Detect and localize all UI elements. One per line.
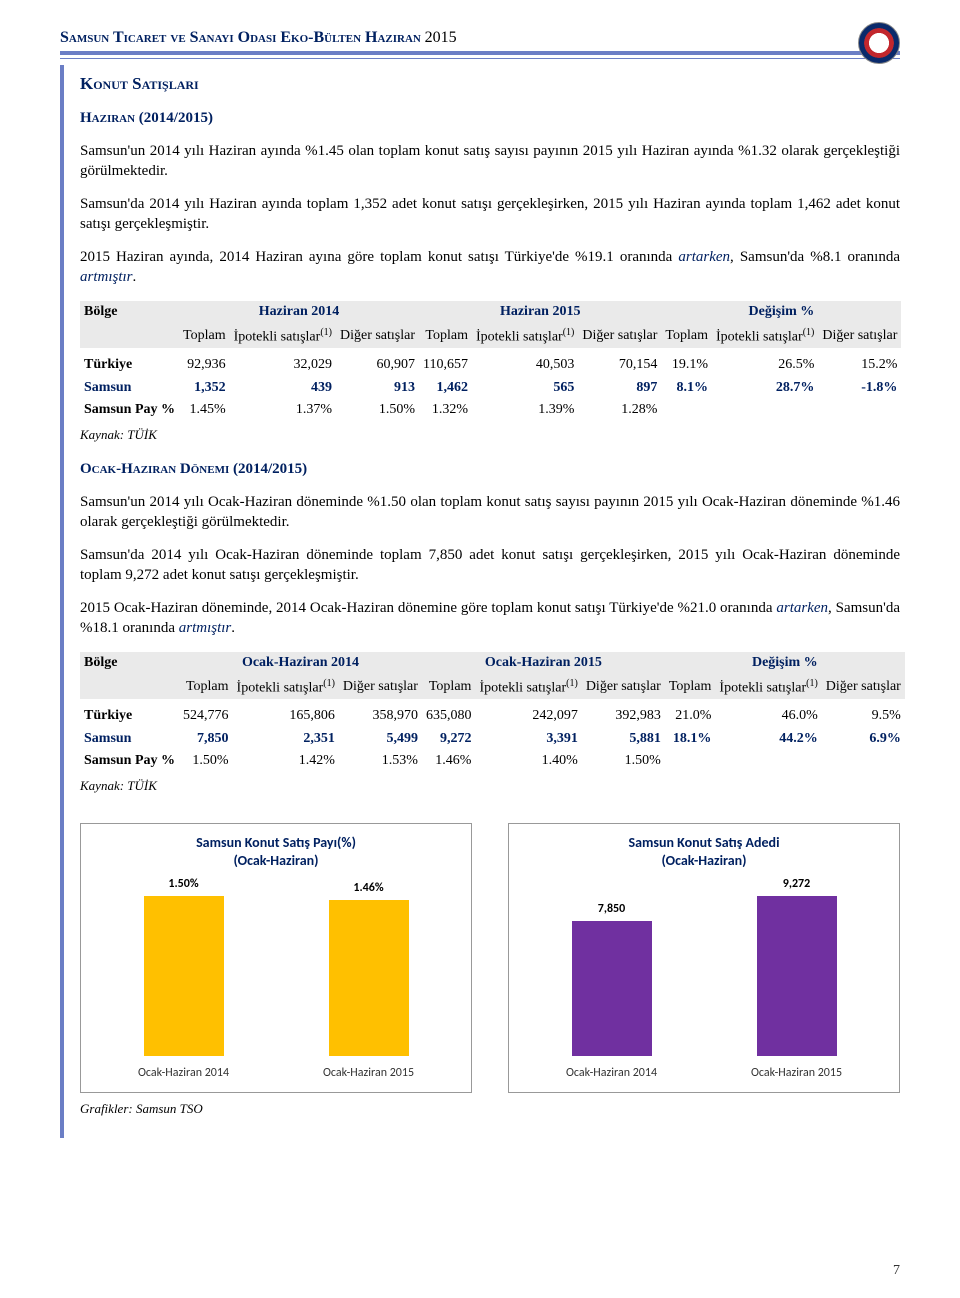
chart-adedi: Samsun Konut Satış Adedi(Ocak-Haziran) 7…: [508, 823, 900, 1093]
sub2-paragraph-3: 2015 Ocak-Haziran döneminde, 2014 Ocak-H…: [80, 599, 900, 638]
table-row: Samsun Pay %1.45%1.37%1.50%1.32%1.39%1.2…: [80, 399, 901, 421]
chart-bar-group: 1.50%: [91, 877, 276, 1057]
header-title: Samsun Ticaret ve Sanayi Odasi Eko-Bülte…: [60, 29, 421, 46]
subsection-1-heading: Haziran (2014/2015): [80, 109, 900, 129]
table-row: Samsun Pay %1.50%1.42%1.53%1.46%1.40%1.5…: [80, 750, 905, 772]
chart-pay: Samsun Konut Satış Payı(%)(Ocak-Haziran)…: [80, 823, 472, 1093]
header-year: 2015: [425, 29, 457, 46]
chart-x-label: Ocak-Haziran 2014: [519, 1066, 704, 1082]
charts-source: Grafikler: Samsun TSO: [80, 1101, 900, 1118]
chart1-title: Samsun Konut Satış Payı(%)(Ocak-Haziran): [91, 834, 461, 870]
chart-x-label: Ocak-Haziran 2015: [276, 1066, 461, 1082]
table-row: Türkiye92,93632,02960,907110,65740,50370…: [80, 354, 901, 376]
charts-row: Samsun Konut Satış Payı(%)(Ocak-Haziran)…: [80, 823, 900, 1093]
bar-value-label: 7,850: [598, 902, 625, 918]
table-row: Bölge Haziran 2014 Haziran 2015 Değişim …: [80, 301, 901, 323]
page-header: Samsun Ticaret ve Sanayi Odasi Eko-Bülte…: [60, 28, 900, 59]
table-row: Türkiye524,776165,806358,970635,080242,0…: [80, 705, 905, 727]
chart-bar: [572, 921, 652, 1056]
table-row: Toplam İpotekli satışlar(1) Diğer satışl…: [80, 675, 905, 700]
table-row: Samsun7,8502,3515,4999,2723,3915,88118.1…: [80, 728, 905, 750]
chart-bar-group: 1.46%: [276, 881, 461, 1057]
sub1-paragraph-3: 2015 Haziran ayında, 2014 Haziran ayına …: [80, 248, 900, 287]
chart-bar: [329, 900, 409, 1056]
chart2-title: Samsun Konut Satış Adedi(Ocak-Haziran): [519, 834, 889, 870]
bar-value-label: 1.46%: [353, 881, 383, 897]
table-haziran: Bölge Haziran 2014 Haziran 2015 Değişim …: [80, 301, 901, 421]
content-body: Konut Satışları Haziran (2014/2015) Sams…: [60, 65, 900, 1138]
sub1-paragraph-2: Samsun'da 2014 yılı Haziran ayında topla…: [80, 195, 900, 234]
sub2-paragraph-2: Samsun'da 2014 yılı Ocak-Haziran dönemin…: [80, 546, 900, 585]
chart-bar-group: 7,850: [519, 902, 704, 1057]
logo-icon: [858, 22, 900, 64]
header-divider: [60, 51, 900, 59]
sub2-paragraph-1: Samsun'un 2014 yılı Ocak-Haziran dönemin…: [80, 493, 900, 532]
table1-source: Kaynak: TÜİK: [80, 427, 900, 444]
table-row: Samsun1,3524399131,4625658978.1%28.7%-1.…: [80, 377, 901, 399]
bar-value-label: 1.50%: [168, 877, 198, 893]
chart-bar-group: 9,272: [704, 877, 889, 1057]
bar-value-label: 9,272: [783, 877, 810, 893]
chart-x-label: Ocak-Haziran 2015: [704, 1066, 889, 1082]
table-ocak-haziran: Bölge Ocak-Haziran 2014 Ocak-Haziran 201…: [80, 652, 905, 772]
sub1-paragraph-1: Samsun'un 2014 yılı Haziran ayında %1.45…: [80, 142, 900, 181]
chart-bar: [144, 896, 224, 1056]
table2-source: Kaynak: TÜİK: [80, 778, 900, 795]
table-row: Toplam İpotekli satışlar(1) Diğer satışl…: [80, 324, 901, 349]
page-number: 7: [893, 1262, 900, 1280]
chart-bar: [757, 896, 837, 1056]
section-title: Konut Satışları: [80, 73, 900, 95]
table-row: Bölge Ocak-Haziran 2014 Ocak-Haziran 201…: [80, 652, 905, 674]
subsection-2-heading: Ocak-Haziran Dönemi (2014/2015): [80, 460, 900, 480]
chart-x-label: Ocak-Haziran 2014: [91, 1066, 276, 1082]
